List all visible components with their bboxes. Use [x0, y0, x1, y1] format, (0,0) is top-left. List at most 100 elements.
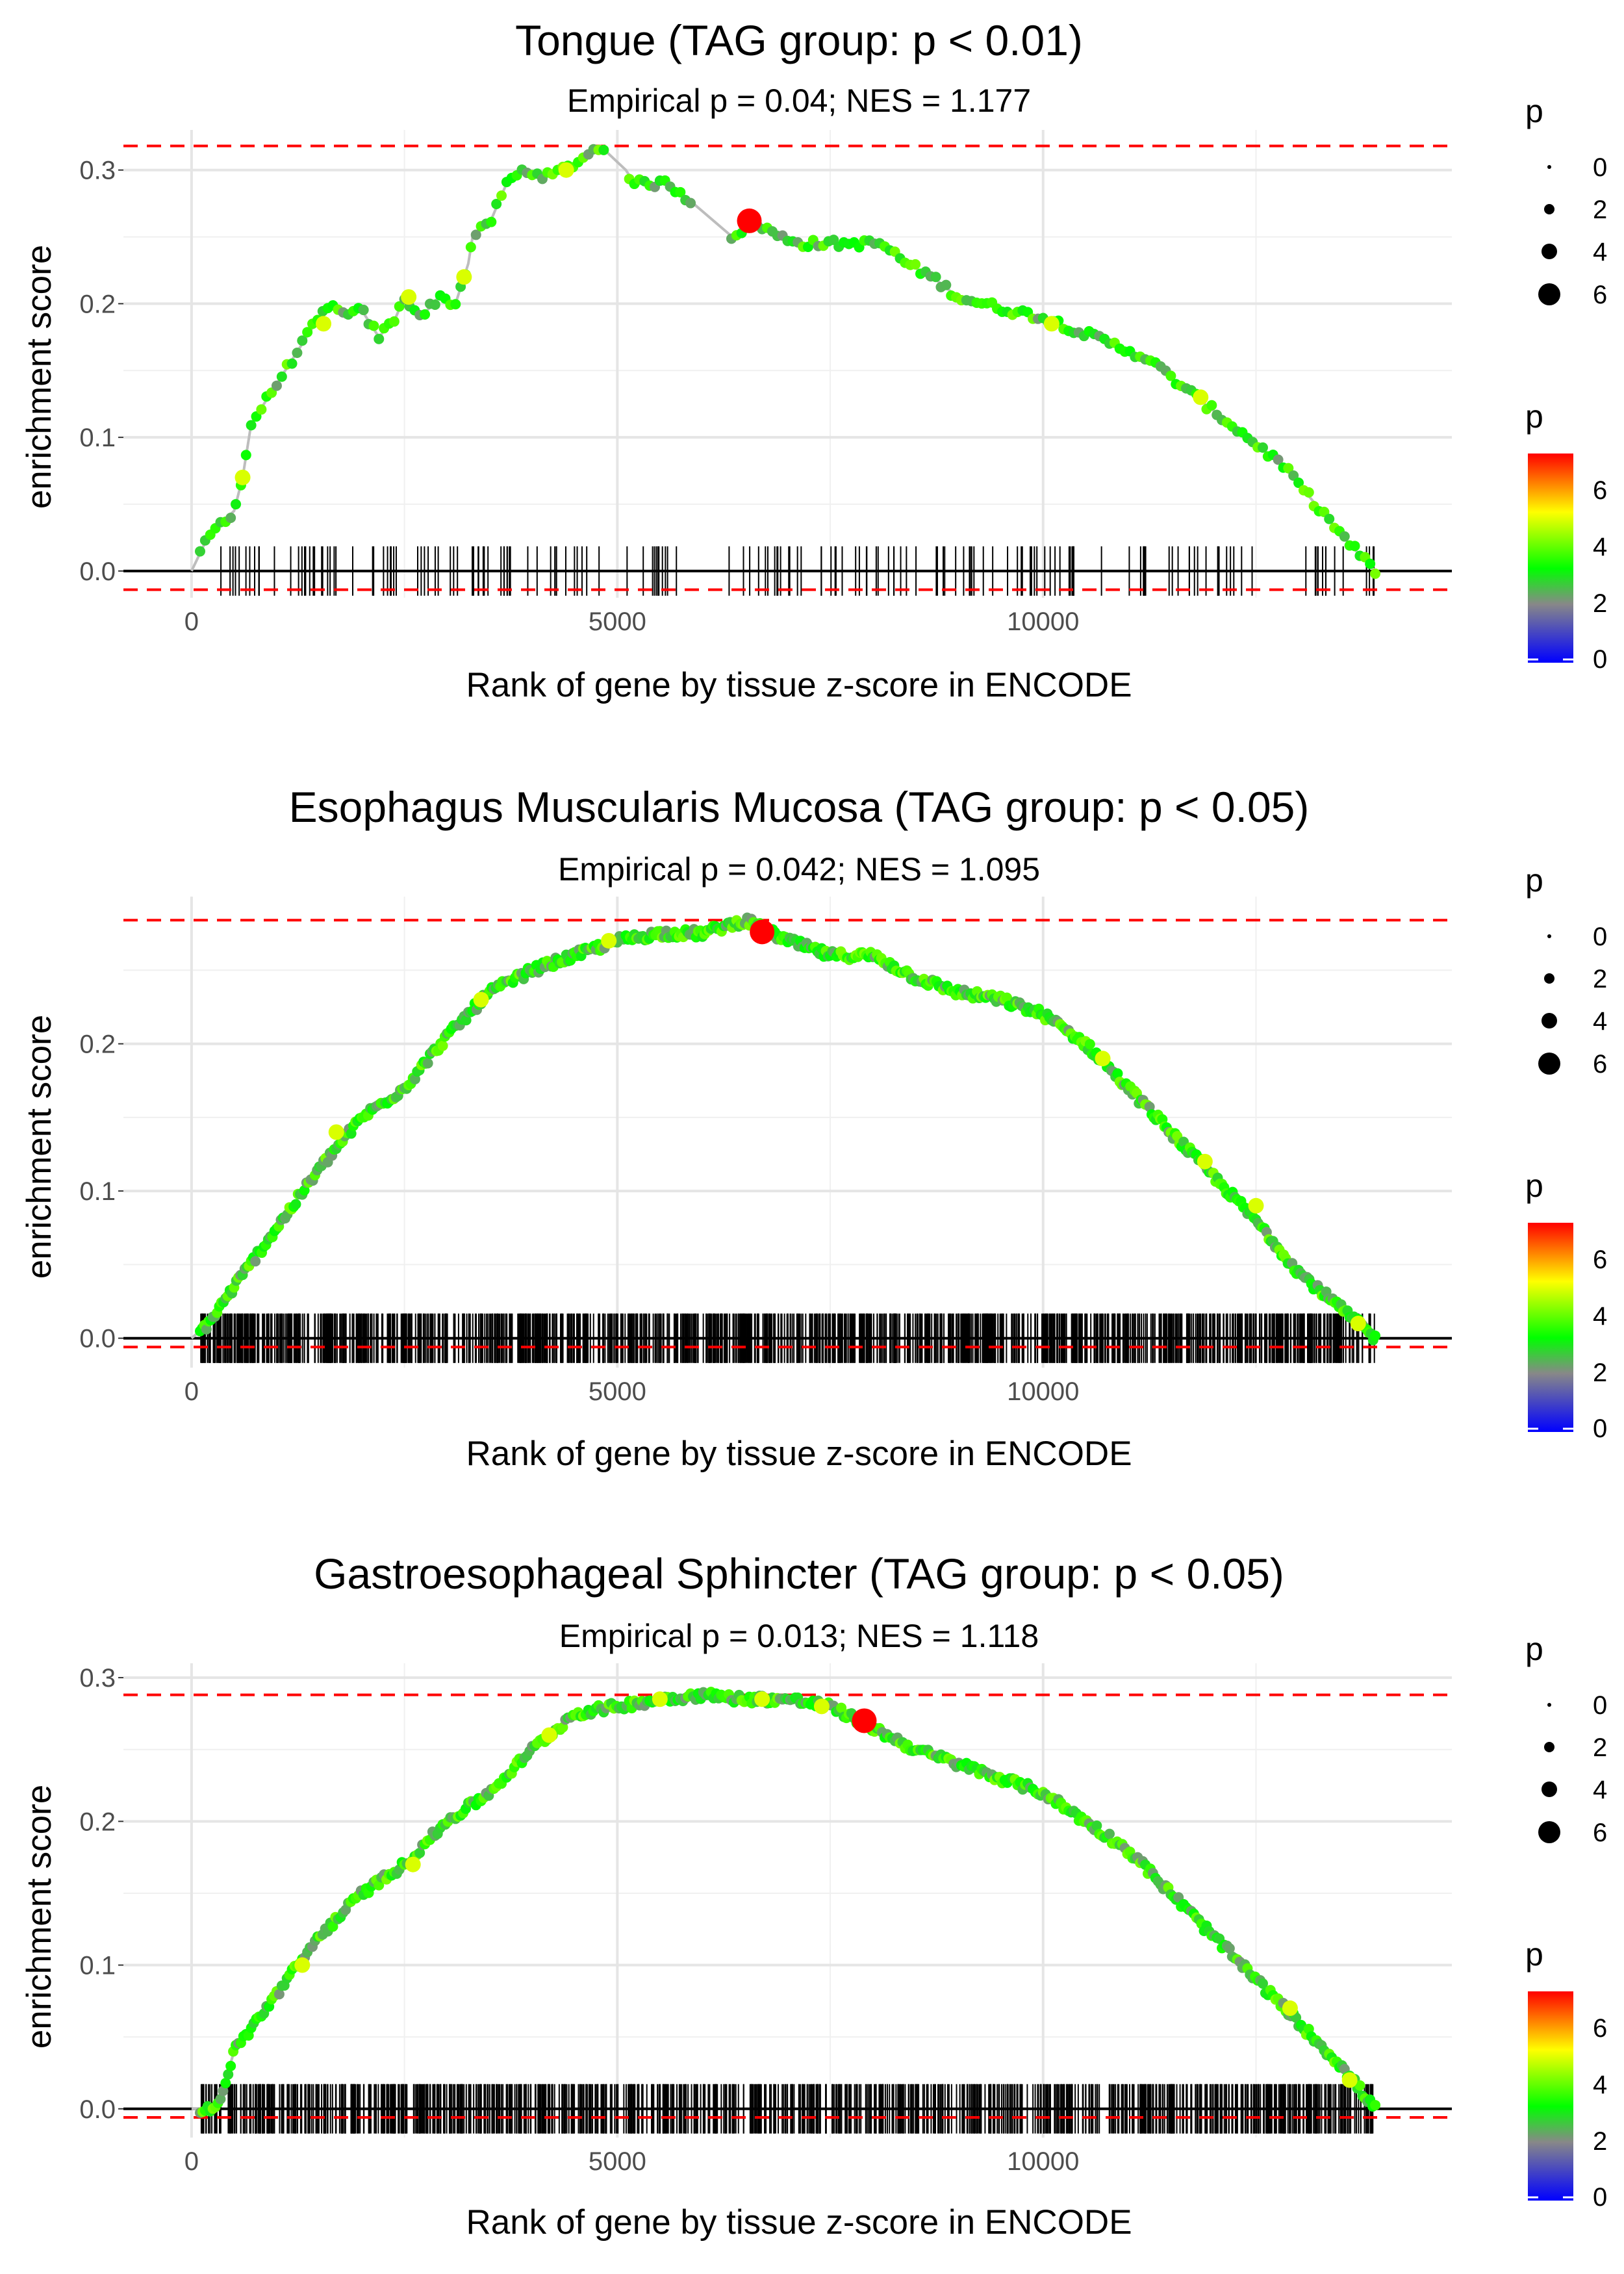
data-point	[374, 1880, 385, 1891]
data-point	[1293, 478, 1304, 489]
data-point	[290, 1199, 301, 1210]
x-axis-title: Rank of gene by tissue z-score in ENCODE	[466, 666, 1132, 704]
x-tick-label: 5000	[589, 1377, 646, 1406]
data-point-highlight	[456, 269, 472, 285]
data-point	[429, 299, 440, 310]
data-point	[1339, 531, 1350, 542]
legend-size-title: p	[1525, 93, 1543, 129]
data-point	[276, 371, 287, 382]
data-point	[941, 279, 952, 290]
enrichment-curve	[190, 144, 1377, 572]
chart-title: Esophagus Muscularis Mucosa (TAG group: …	[289, 783, 1310, 831]
chart-subtitle: Empirical p = 0.013; NES = 1.118	[559, 1618, 1039, 1654]
data-point	[1224, 1943, 1235, 1954]
data-point	[1288, 470, 1299, 481]
data-point	[297, 335, 308, 346]
legend-size-key-2	[1544, 973, 1554, 984]
plot-area: 0.0 0.1 0.2 0.3 0 5000 10000	[79, 130, 1452, 636]
legend-size-key-6	[1538, 283, 1560, 305]
data-point-highlight	[294, 1957, 311, 1973]
legend-color-label: 0	[1593, 645, 1607, 674]
data-point	[231, 499, 242, 510]
y-tick-label: 0.3	[79, 1664, 116, 1693]
x-axis-title: Rank of gene by tissue z-score in ENCODE	[466, 2203, 1132, 2242]
data-point-highlight	[754, 1691, 770, 1707]
data-point	[1370, 568, 1381, 580]
x-tick-label: 10000	[1007, 607, 1079, 636]
y-tick-label: 0.0	[79, 1325, 116, 1353]
data-point	[1112, 1068, 1123, 1079]
data-point	[465, 242, 476, 253]
data-point	[1370, 1330, 1381, 1341]
plot-area: 0.0 0.1 0.2 0 5000 10000	[79, 897, 1452, 1406]
x-tick-label: 0	[184, 607, 199, 636]
y-tick-label: 0.0	[79, 557, 116, 586]
data-point-highlight	[473, 991, 489, 1008]
legend-color-label: 4	[1593, 2071, 1607, 2099]
data-point-highlight	[541, 1727, 557, 1743]
data-point	[470, 229, 481, 240]
legend-color-label: 2	[1593, 589, 1607, 618]
data-point-highlight	[601, 932, 617, 949]
plot-area: 0.0 0.1 0.2 0.3 0 5000 10000	[79, 1663, 1452, 2176]
legend-size-label: 0	[1593, 1691, 1607, 1720]
y-tick-label: 0.0	[79, 2095, 116, 2124]
data-point	[271, 380, 282, 391]
y-axis-title: enrichment score	[20, 1785, 58, 2049]
data-point	[225, 2060, 236, 2071]
x-tick-label: 5000	[589, 607, 646, 636]
data-point	[250, 1256, 261, 1267]
x-tick-label: 0	[184, 1377, 199, 1406]
data-point	[292, 347, 303, 358]
data-point-highlight	[1248, 1197, 1264, 1214]
y-axis-title: enrichment score	[20, 245, 58, 509]
data-point	[273, 1989, 285, 2000]
data-point	[1206, 400, 1217, 411]
data-point	[246, 420, 257, 431]
x-tick-label: 0	[184, 2147, 199, 2176]
legend-size-key-0	[1547, 934, 1551, 938]
legend-size-key-2	[1544, 204, 1554, 214]
data-point	[1283, 463, 1294, 474]
legend-color-title: p	[1525, 398, 1543, 435]
legend-color-title: p	[1525, 1936, 1543, 1973]
y-tick-label: 0.1	[79, 1952, 116, 1980]
data-point	[675, 186, 686, 198]
chart-panel-tongue: Tongue (TAG group: p < 0.01) Empirical p…	[20, 16, 1607, 704]
y-tick-label: 0.3	[79, 157, 116, 185]
legend-size-label: 6	[1593, 1050, 1607, 1079]
legend-color-title: p	[1525, 1168, 1543, 1204]
chart-panel-gastroesophageal-sphincter: Gastroesophageal Sphincter (TAG group: p…	[20, 1550, 1607, 2242]
data-point	[420, 309, 431, 320]
legend-color-label: 0	[1593, 2183, 1607, 2212]
legend-size-label: 2	[1593, 196, 1607, 224]
data-point	[1303, 487, 1314, 498]
data-point	[1084, 1039, 1095, 1050]
legend-size-label: 2	[1593, 965, 1607, 993]
legend-color-label: 2	[1593, 2127, 1607, 2156]
y-tick-label: 0.2	[79, 1030, 116, 1059]
data-point	[461, 1015, 472, 1026]
chart-title: Gastroesophageal Sphincter (TAG group: p…	[314, 1550, 1284, 1598]
data-point-highlight	[1350, 1316, 1366, 1332]
data-point	[394, 301, 405, 312]
x-axis-title: Rank of gene by tissue z-score in ENCODE	[466, 1435, 1132, 1473]
data-point	[302, 327, 313, 338]
data-point	[1002, 992, 1013, 1003]
legend-colorbar	[1528, 454, 1573, 663]
data-point	[1324, 513, 1335, 524]
legend-color-label: 0	[1593, 1414, 1607, 1443]
data-point	[1273, 454, 1284, 465]
legend-size-key-4	[1542, 1013, 1557, 1028]
legend-size-label: 4	[1593, 1776, 1607, 1804]
y-tick-label: 0.1	[79, 1177, 116, 1206]
legend-size-label: 2	[1593, 1733, 1607, 1762]
data-point-highlight	[316, 316, 332, 332]
data-point	[220, 2078, 231, 2089]
legend-color-label: 6	[1593, 2014, 1607, 2043]
legend-size-key-0	[1547, 165, 1551, 169]
data-point	[422, 1058, 433, 1069]
data-point	[1365, 558, 1376, 569]
y-tick-label: 0.1	[79, 424, 116, 452]
legend-colorbar	[1528, 1991, 1573, 2201]
